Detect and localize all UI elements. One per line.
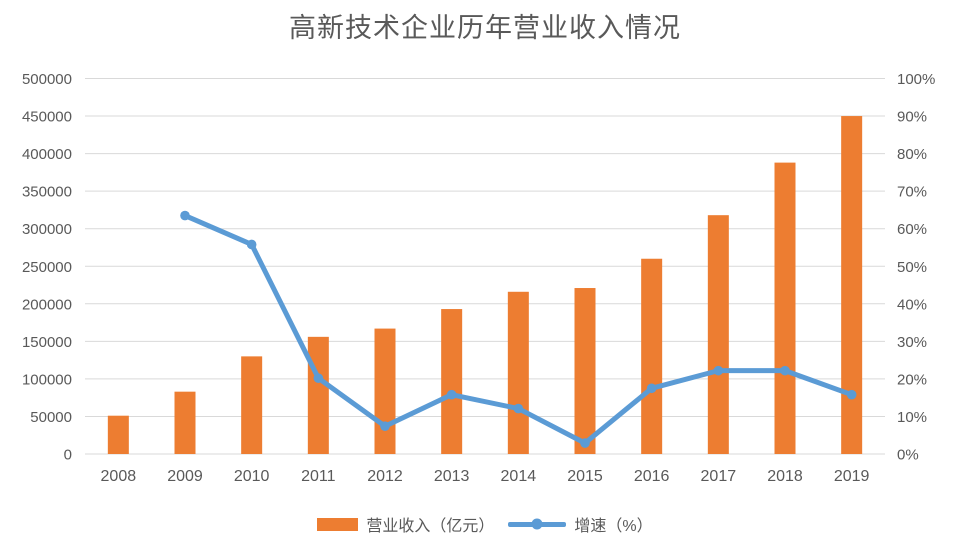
x-axis-label-2008: 2008 <box>101 468 137 485</box>
growth-point-2015 <box>580 438 590 448</box>
bar-2009 <box>174 391 196 454</box>
bar-2014 <box>507 291 529 454</box>
y-axis-right-label-1: 10% <box>897 409 927 426</box>
y-axis-right-label-0: 0% <box>897 447 919 464</box>
bar-2016 <box>641 258 663 454</box>
bar-2018 <box>774 162 796 454</box>
y-axis-right-label-10: 100% <box>897 71 935 88</box>
bar-2015 <box>574 288 596 454</box>
y-axis-left-label-0: 0 <box>64 447 72 464</box>
x-axis-label-2009: 2009 <box>167 468 203 485</box>
x-axis-label-2015: 2015 <box>567 468 603 485</box>
bar-2019 <box>841 116 863 455</box>
x-axis-label-2014: 2014 <box>501 468 537 485</box>
y-axis-left-label-8: 400000 <box>22 146 72 163</box>
bar-2010 <box>241 356 263 454</box>
y-axis-right-label-6: 60% <box>897 221 927 238</box>
legend-growth-label: 增速（%） <box>574 518 653 535</box>
legend-revenue-label: 营业收入（亿元） <box>366 518 495 535</box>
chart-title: 高新技术企业历年营业收入情况 <box>289 13 681 43</box>
growth-point-2013 <box>446 389 457 400</box>
y-axis-left-label-1: 50000 <box>30 409 72 426</box>
legend-item-growth: 增速（%） <box>508 512 653 536</box>
y-axis-left-label-5: 250000 <box>22 259 72 276</box>
x-axis-label-2016: 2016 <box>634 468 670 485</box>
y-axis-right-label-7: 70% <box>897 184 927 201</box>
x-axis-label-2010: 2010 <box>234 468 270 485</box>
bar-2012 <box>374 328 396 454</box>
legend-line-dot-icon <box>531 518 543 530</box>
growth-point-2010 <box>246 239 257 250</box>
y-axis-right-label-8: 80% <box>897 146 927 163</box>
y-axis-left-label-2: 100000 <box>22 371 72 388</box>
growth-point-2012 <box>380 421 390 432</box>
growth-point-2016 <box>646 383 657 394</box>
legend-line-swatch-icon <box>508 518 567 530</box>
y-axis-right-label-4: 40% <box>897 296 927 313</box>
x-axis-label-2018: 2018 <box>767 468 803 485</box>
x-axis-label-2011: 2011 <box>301 468 336 485</box>
x-axis-label-2013: 2013 <box>434 468 470 485</box>
y-axis-left-label-10: 500000 <box>22 71 72 88</box>
chart-legend: 营业收入（亿元） 增速（%） <box>85 509 885 539</box>
y-axis-right-label-5: 50% <box>897 259 927 276</box>
bar-2008 <box>107 415 129 454</box>
growth-point-2018 <box>780 365 790 376</box>
x-axis-label-2012: 2012 <box>367 468 403 485</box>
y-axis-left-label-7: 350000 <box>22 184 72 201</box>
legend-item-revenue: 营业收入（亿元） <box>317 512 494 536</box>
x-axis-label-2017: 2017 <box>701 468 737 485</box>
y-axis-left-label-9: 450000 <box>22 109 72 126</box>
growth-point-2017 <box>713 365 724 376</box>
y-axis-left-label-6: 300000 <box>22 221 72 238</box>
bar-2013 <box>441 309 463 454</box>
growth-point-2014 <box>513 403 524 414</box>
growth-point-2019 <box>846 389 857 400</box>
growth-point-2009 <box>180 210 190 221</box>
bar-2011 <box>307 336 329 454</box>
bar-2017 <box>707 215 729 454</box>
legend-bar-swatch-icon <box>317 517 359 531</box>
y-axis-right-label-2: 20% <box>897 371 927 388</box>
x-axis-label-2019: 2019 <box>834 468 870 485</box>
y-axis-left-label-3: 150000 <box>22 334 72 351</box>
y-axis-right-label-3: 30% <box>897 334 927 351</box>
growth-point-2011 <box>313 373 324 383</box>
y-axis-left-label-4: 200000 <box>22 296 72 313</box>
y-axis-right-label-9: 90% <box>897 109 927 126</box>
